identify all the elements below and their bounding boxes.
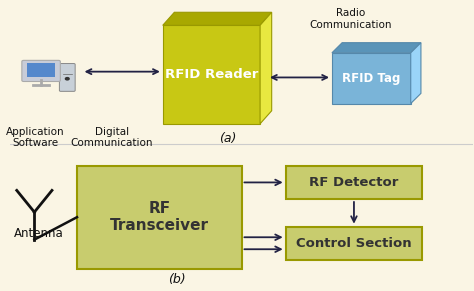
Text: Digital
Communication: Digital Communication: [71, 127, 153, 148]
Text: Application
Software: Application Software: [6, 127, 64, 148]
Text: Radio
Communication: Radio Communication: [309, 8, 392, 29]
Bar: [27, 63, 55, 77]
Text: Control Section: Control Section: [296, 237, 412, 250]
FancyBboxPatch shape: [59, 63, 75, 91]
Bar: [163, 25, 260, 124]
Circle shape: [65, 78, 69, 80]
Text: (b): (b): [168, 273, 185, 286]
FancyBboxPatch shape: [22, 60, 60, 81]
Bar: [286, 166, 422, 199]
Text: (a): (a): [219, 132, 237, 145]
Text: RFID Reader: RFID Reader: [165, 68, 258, 81]
Polygon shape: [163, 12, 272, 25]
Text: RFID Tag: RFID Tag: [342, 72, 401, 85]
Text: RF
Transceiver: RF Transceiver: [110, 201, 209, 233]
Polygon shape: [411, 43, 421, 104]
Text: RF Detector: RF Detector: [309, 176, 399, 189]
Polygon shape: [260, 12, 272, 124]
Bar: [77, 166, 242, 269]
Bar: [332, 53, 411, 104]
Polygon shape: [332, 43, 421, 53]
Bar: [286, 227, 422, 260]
Text: Antenna: Antenna: [14, 227, 64, 240]
